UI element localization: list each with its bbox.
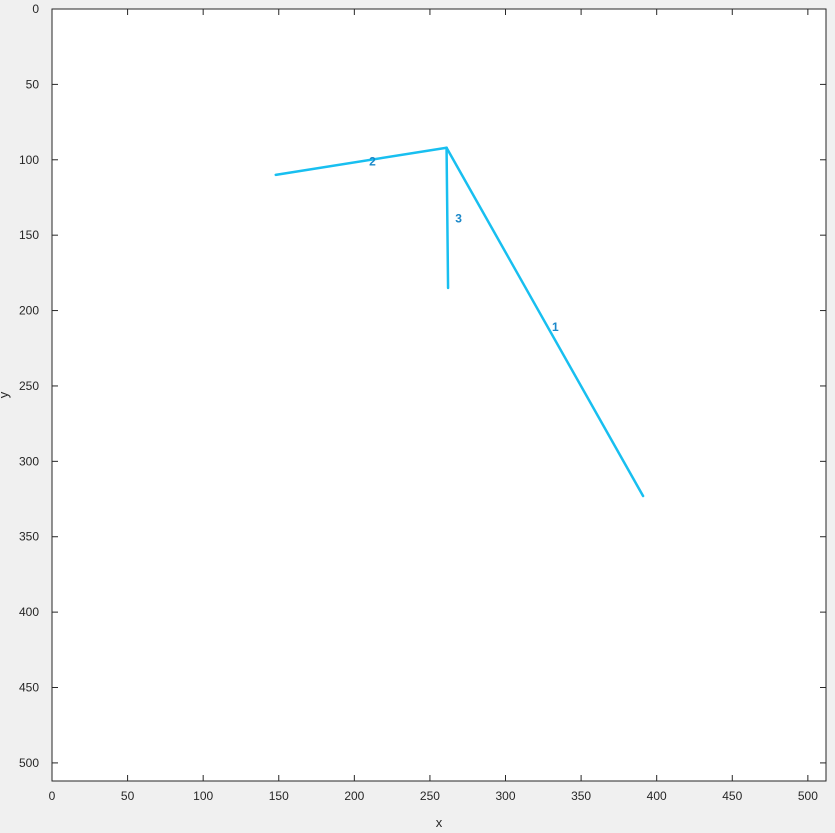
ticks-layer: 0 50 100 150 200 250 300 350 400 450 500 0 50 100 150 2… [19,2,826,803]
y-tick-label: 100 [19,153,39,167]
x-tick-label: 200 [344,789,364,803]
series-line-1 [445,146,645,498]
series-layer [274,146,645,498]
y-tick-label: 200 [19,304,39,318]
x-tick-label: 450 [722,789,742,803]
series-label-3: 3 [455,212,462,226]
y-tick-label: 50 [26,77,40,91]
x-tick-label: 100 [193,789,213,803]
x-tick-label: 50 [121,789,135,803]
y-tick-label: 150 [19,228,39,242]
x-tick-label: 0 [49,789,56,803]
y-tick-label: 250 [19,379,39,393]
x-tick-label: 350 [571,789,591,803]
x-tick-label: 300 [496,789,516,803]
series-line-2 [274,146,448,177]
y-tick-label: 0 [32,2,39,16]
x-tick-label: 400 [647,789,667,803]
y-tick-label: 450 [19,681,39,695]
y-axis-label: y [0,391,11,398]
y-tick-label: 500 [19,756,39,770]
series-label-1: 1 [552,320,559,334]
x-tick-label: 150 [269,789,289,803]
y-tick-label: 350 [19,530,39,544]
labels-layer: 1 2 3 [369,154,559,334]
y-tick-label: 300 [19,454,39,468]
x-tick-label: 250 [420,789,440,803]
series-label-2: 2 [369,154,376,168]
y-tick-label: 400 [19,605,39,619]
x-tick-label: 500 [798,789,818,803]
series-line-3 [445,146,450,290]
x-axis-label: x [436,815,443,828]
plot-background [51,8,827,782]
